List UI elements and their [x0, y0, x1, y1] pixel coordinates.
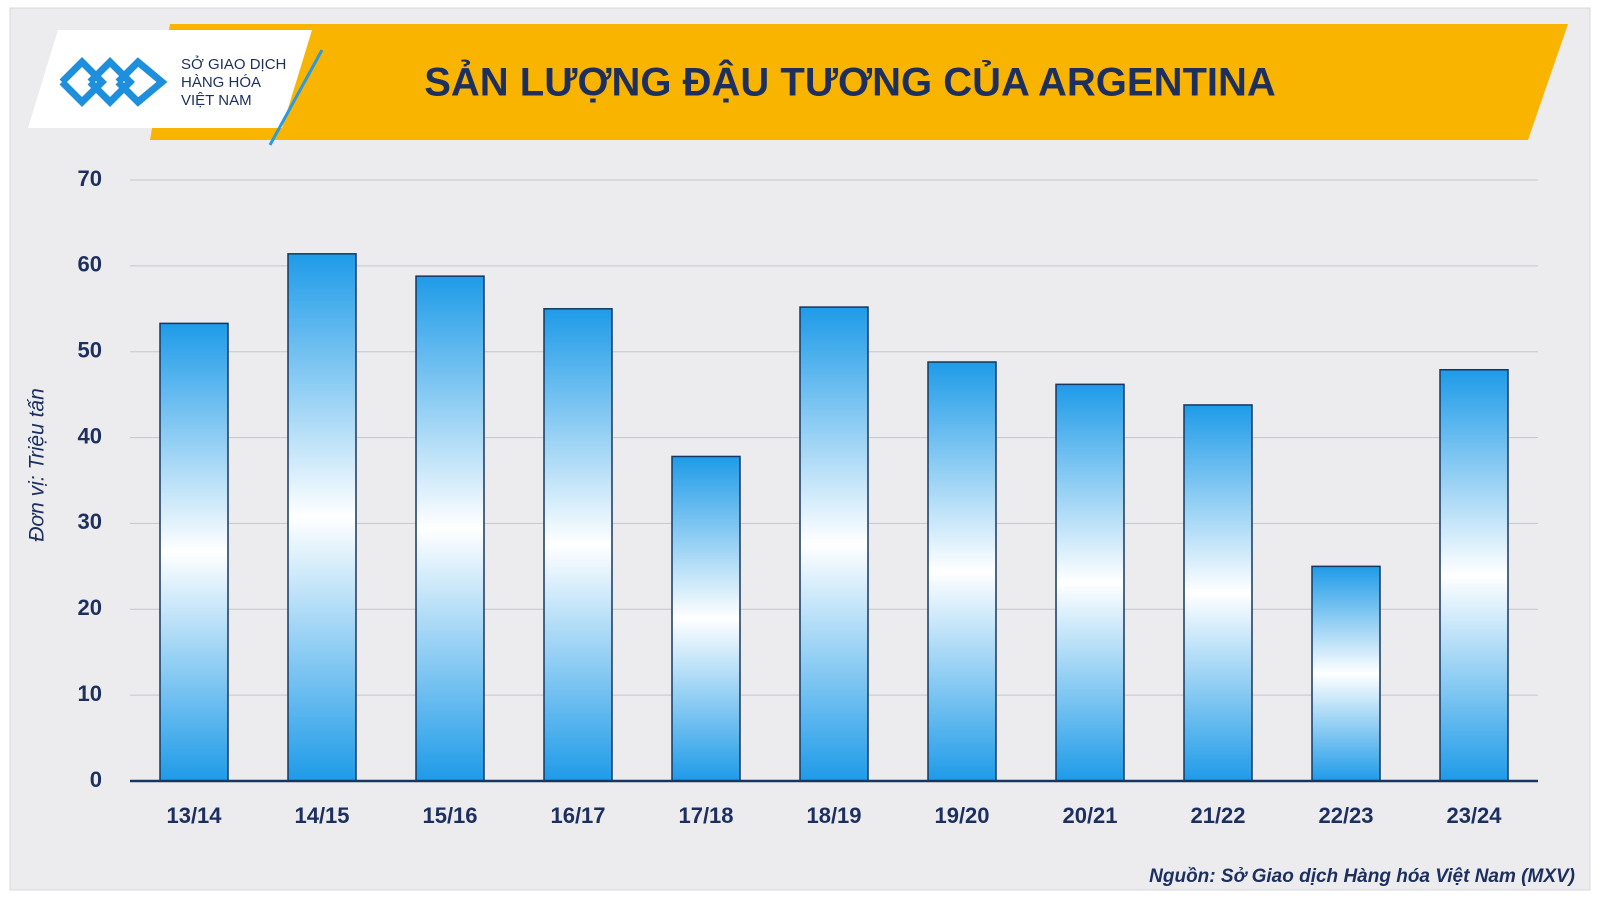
y-tick-label: 70: [78, 166, 102, 191]
bar: [1055, 383, 1125, 782]
logo-accent: [268, 49, 324, 146]
x-tick-label: 21/22: [1190, 803, 1245, 828]
bar: [1183, 404, 1253, 782]
title-banner: [150, 24, 1568, 140]
x-tick-label: 14/15: [294, 803, 349, 828]
x-tick-label: 17/18: [678, 803, 733, 828]
bar: [543, 308, 613, 782]
x-tick-label: 18/19: [806, 803, 861, 828]
bar: [415, 275, 485, 782]
bar: [671, 455, 741, 782]
source: Nguồn: Sở Giao dịch Hàng hóa Việt Nam (M…: [1149, 866, 1575, 887]
logo-text: VIỆT NAM: [181, 92, 252, 109]
bar: [799, 306, 869, 782]
y-tick-label: 0: [90, 767, 102, 792]
x-tick-label: 22/23: [1318, 803, 1373, 828]
bar: [1311, 565, 1381, 782]
logo-box: [28, 30, 312, 128]
x-tick-label: 15/16: [422, 803, 477, 828]
y-tick-label: 10: [78, 681, 102, 706]
y-tick-label: 30: [78, 509, 102, 534]
bar: [159, 322, 229, 782]
logo-text: SỞ GIAO DỊCH: [181, 55, 286, 73]
y-tick-label: 20: [78, 595, 102, 620]
x-tick-label: 13/14: [166, 803, 222, 828]
chart-title: SẢN LƯỢNG ĐẬU TƯƠNG CỦA ARGENTINA: [424, 59, 1276, 105]
y-tick-label: 60: [78, 252, 102, 277]
x-tick-label: 20/21: [1062, 803, 1117, 828]
logo-text: HÀNG HÓA: [181, 74, 261, 91]
bar: [927, 361, 997, 782]
bar: [287, 253, 357, 782]
bar: [1439, 368, 1509, 782]
logo-icon: [59, 57, 168, 107]
x-tick-label: 16/17: [550, 803, 605, 828]
y-tick-label: 50: [78, 338, 102, 363]
y-tick-label: 40: [78, 423, 102, 448]
y-axis-label: Đơn vị: Triệu tấn: [26, 388, 49, 542]
x-tick-label: 23/24: [1446, 803, 1502, 828]
x-tick-label: 19/20: [934, 803, 989, 828]
